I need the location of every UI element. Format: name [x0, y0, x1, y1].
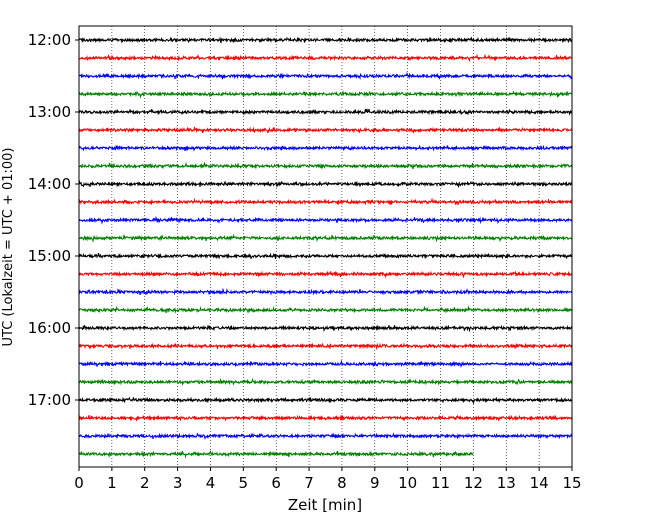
- trace-1515: [78, 270, 573, 279]
- trace-1445: [78, 233, 573, 243]
- trace-1530: [78, 287, 573, 296]
- y-tick-label-17:00: 17:00: [28, 391, 71, 409]
- trace-1230: [78, 71, 573, 81]
- trace-1245: [78, 90, 572, 99]
- trace-1615: [78, 342, 573, 351]
- trace-1545: [78, 305, 573, 314]
- trace-1630: [78, 359, 573, 369]
- trace-1200: [78, 36, 573, 44]
- trace-1315: [78, 126, 573, 134]
- plot-frame: [78, 25, 573, 468]
- trace-1415: [78, 197, 573, 206]
- x-tick-label-2: 2: [140, 474, 150, 492]
- x-tick-label-1: 1: [107, 474, 117, 492]
- y-axis: 12:00 13:00 14:00 15:00 16:00 17:00: [28, 31, 79, 409]
- x-tick-label-7: 7: [304, 474, 314, 492]
- y-tick-label-14:00: 14:00: [28, 175, 71, 193]
- x-tick-label-11: 11: [431, 474, 450, 492]
- y-tick-label-15:00: 15:00: [28, 247, 71, 265]
- x-axis-label: Zeit [min]: [288, 496, 362, 514]
- x-tick-label-9: 9: [370, 474, 380, 492]
- trace-1700: [78, 396, 573, 405]
- x-tick-label-13: 13: [497, 474, 516, 492]
- x-tick-label-10: 10: [398, 474, 417, 492]
- trace-1345: [78, 161, 573, 170]
- x-axis: 0 1 2 3 4 5 6 7 8 9 10 11 12 13 14 15: [74, 467, 582, 492]
- trace-1500: [78, 252, 573, 260]
- y-tick-label-12:00: 12:00: [28, 31, 71, 49]
- x-tick-label-0: 0: [74, 474, 84, 492]
- trace-1300: [78, 108, 573, 116]
- trace-1400: [78, 180, 573, 189]
- trace-1730: [78, 432, 573, 441]
- trace-1745: [78, 450, 474, 459]
- trace-1600: [78, 324, 573, 333]
- x-tick-label-6: 6: [271, 474, 281, 492]
- y-tick-label-13:00: 13:00: [28, 103, 71, 121]
- trace-1645: [78, 377, 573, 387]
- traces-group: [78, 36, 573, 459]
- x-tick-label-14: 14: [530, 474, 549, 492]
- y-tick-label-16:00: 16:00: [28, 319, 71, 337]
- trace-1330: [78, 144, 573, 152]
- x-tick-label-12: 12: [464, 474, 483, 492]
- x-tick-label-15: 15: [562, 474, 581, 492]
- trace-1215: [78, 53, 573, 63]
- x-tick-label-8: 8: [337, 474, 347, 492]
- trace-1430: [78, 215, 572, 225]
- trace-1715: [78, 414, 573, 422]
- x-tick-label-5: 5: [239, 474, 249, 492]
- x-tick-label-3: 3: [173, 474, 183, 492]
- y-axis-label: UTC (Lokalzeit = UTC + 01:00): [1, 148, 16, 347]
- x-tick-label-4: 4: [206, 474, 216, 492]
